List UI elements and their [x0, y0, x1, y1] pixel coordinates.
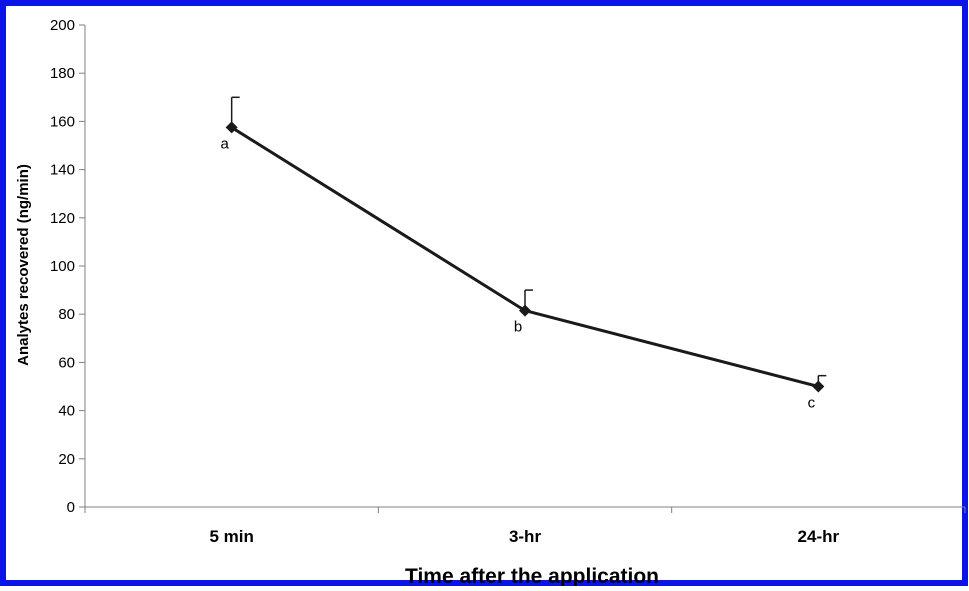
y-tick-label: 160: [50, 113, 75, 130]
y-tick-label: 20: [58, 451, 75, 468]
y-tick-label: 40: [58, 403, 75, 420]
x-tick-label: 3-hr: [509, 527, 542, 546]
y-tick-label: 80: [58, 306, 75, 323]
series-line: [230, 126, 819, 388]
data-point: [519, 304, 531, 317]
y-tick-label: 100: [50, 258, 75, 275]
x-tick-label: 24-hr: [798, 527, 840, 546]
data-point: [225, 121, 238, 134]
series-layer: a b c: [220, 96, 827, 412]
y-tick-label: 200: [50, 17, 75, 34]
y-tick-label: 180: [50, 65, 75, 82]
data-annotation: b: [514, 319, 522, 336]
x-tick-label: 5 min: [209, 527, 253, 546]
y-tick-label: 60: [58, 354, 75, 371]
x-axis-label: Time after the application: [405, 565, 659, 586]
y-tick-label: 0: [67, 499, 75, 516]
data-point: [812, 380, 825, 393]
axes: 0 20 40 60 80 100 120 140 160 180 200 5 min 3-hr 24-h…: [50, 17, 966, 546]
data-annotation: c: [808, 395, 816, 412]
y-axis-label: Analytes recovered (ng/min): [15, 164, 32, 366]
y-tick-label: 140: [50, 162, 75, 179]
y-tick-label: 120: [50, 210, 75, 227]
data-annotation: a: [220, 135, 229, 152]
